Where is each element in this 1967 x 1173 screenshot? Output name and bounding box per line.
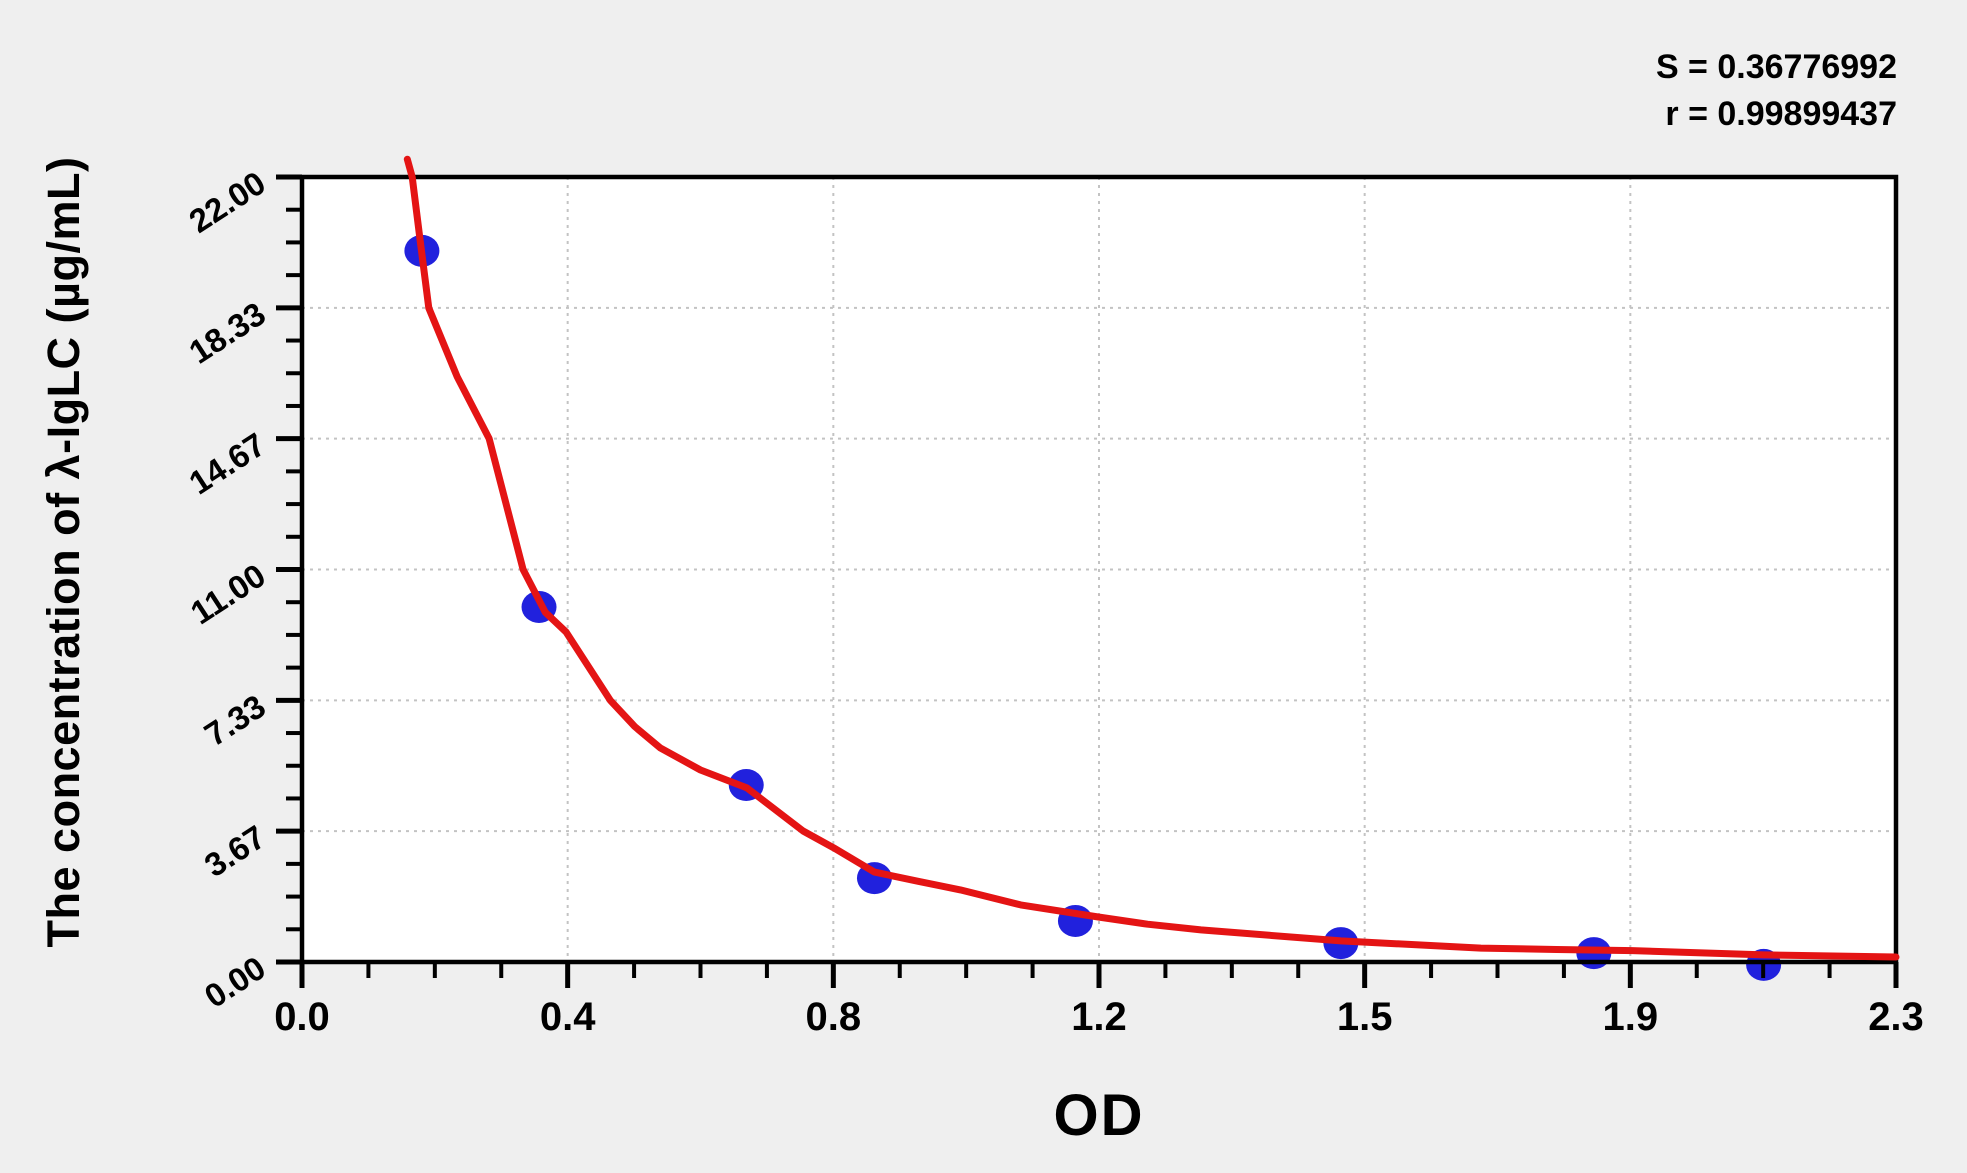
x-tick-label: 0.8	[806, 995, 862, 1039]
x-tick-label: 0.4	[540, 995, 596, 1039]
fit-statistics: S = 0.36776992 r = 0.99899437	[1656, 44, 1897, 138]
r-value: r = 0.99899437	[1665, 95, 1897, 133]
x-tick-label: 1.9	[1603, 995, 1659, 1039]
x-axis-title: OD	[1053, 1083, 1145, 1148]
y-tick-label: 22.00	[182, 164, 271, 240]
x-tick-label: 2.3	[1868, 995, 1924, 1039]
y-tick-label: 7.33	[198, 687, 272, 753]
fit-curve	[403, 155, 1900, 961]
x-tick-label: 1.5	[1337, 995, 1393, 1039]
y-tick-label: 0.00	[198, 949, 272, 1015]
y-tick-label: 3.67	[198, 818, 272, 884]
y-tick-label: 11.00	[184, 556, 272, 631]
y-axis-title: The concentration of λ-IgLC (µg/mL)	[38, 156, 89, 948]
y-tick-label: 18.33	[182, 295, 271, 371]
x-tick-label: 0.0	[274, 995, 330, 1039]
y-tick-label: 14.67	[182, 426, 271, 502]
x-tick-label: 1.2	[1071, 995, 1127, 1039]
s-value: S = 0.36776992	[1655, 48, 1897, 86]
